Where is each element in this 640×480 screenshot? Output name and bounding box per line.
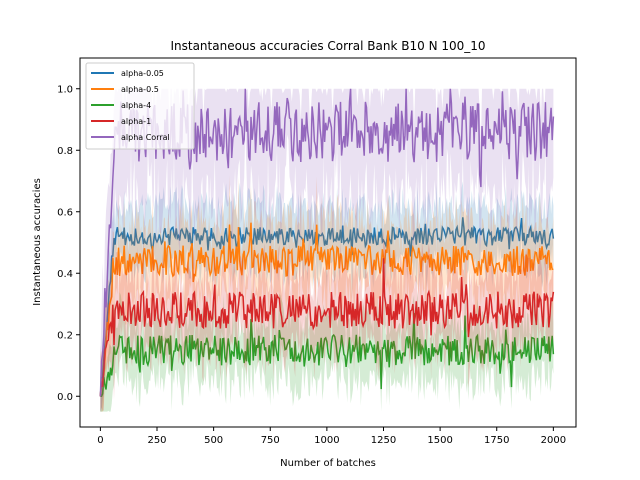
x-axis-title: Number of batches	[280, 458, 376, 469]
x-tick-label: 1000	[314, 435, 339, 446]
legend-entry: alpha-0.05	[121, 69, 164, 78]
series-alpha-corral	[99, 88, 555, 412]
series-band	[100, 88, 554, 412]
x-tick-label: 1750	[484, 435, 509, 446]
y-axis: 0.0 0.2 0.4 0.6 0.8 1.0	[57, 84, 80, 403]
series-band	[100, 181, 554, 412]
y-axis-title: Instantaneous accuracies	[32, 178, 43, 306]
x-tick-label: 1500	[427, 435, 452, 446]
x-tick-label: 2000	[541, 435, 566, 446]
plot-area	[99, 88, 555, 412]
legend-entry: alpha-1	[121, 117, 151, 126]
series-line	[99, 217, 555, 397]
x-tick-label: 500	[204, 435, 223, 446]
series-alpha-4	[100, 279, 555, 412]
x-tick-label: 250	[147, 435, 166, 446]
y-tick-label: 0.6	[57, 207, 73, 218]
series-line	[99, 258, 555, 397]
series-line	[100, 313, 555, 398]
x-tick-label: 1250	[371, 435, 396, 446]
legend-box	[85, 62, 195, 150]
series-band	[100, 227, 554, 412]
series-line	[99, 222, 554, 397]
legend-entry: alpha-4	[121, 101, 151, 110]
plot-frame	[79, 57, 577, 428]
y-tick-label: 0.4	[57, 269, 73, 280]
x-tick-label: 750	[261, 435, 280, 446]
y-tick-label: 0.0	[57, 392, 73, 403]
y-tick-label: 0.8	[57, 146, 73, 157]
series-alpha-0-05	[99, 181, 555, 412]
legend: alpha-0.05 alpha-0.5 alpha-4 alpha-1 alpha C…	[85, 62, 195, 150]
legend-entry: alpha-0.5	[121, 85, 159, 94]
chart-title: Instantaneous accuracies Corral Bank B10…	[170, 39, 485, 53]
y-tick-label: 0.2	[57, 330, 73, 341]
series-alpha-0-5	[99, 174, 554, 412]
series-alpha-1	[99, 227, 555, 412]
series-line	[99, 88, 555, 397]
x-tick-label: 0	[97, 435, 103, 446]
series-band	[100, 174, 554, 412]
y-tick-label: 1.0	[57, 84, 73, 95]
legend-entry: alpha Corral	[121, 133, 170, 142]
x-axis: 0 250 500 750 1000 1250 1500 1750 2000	[97, 427, 566, 446]
